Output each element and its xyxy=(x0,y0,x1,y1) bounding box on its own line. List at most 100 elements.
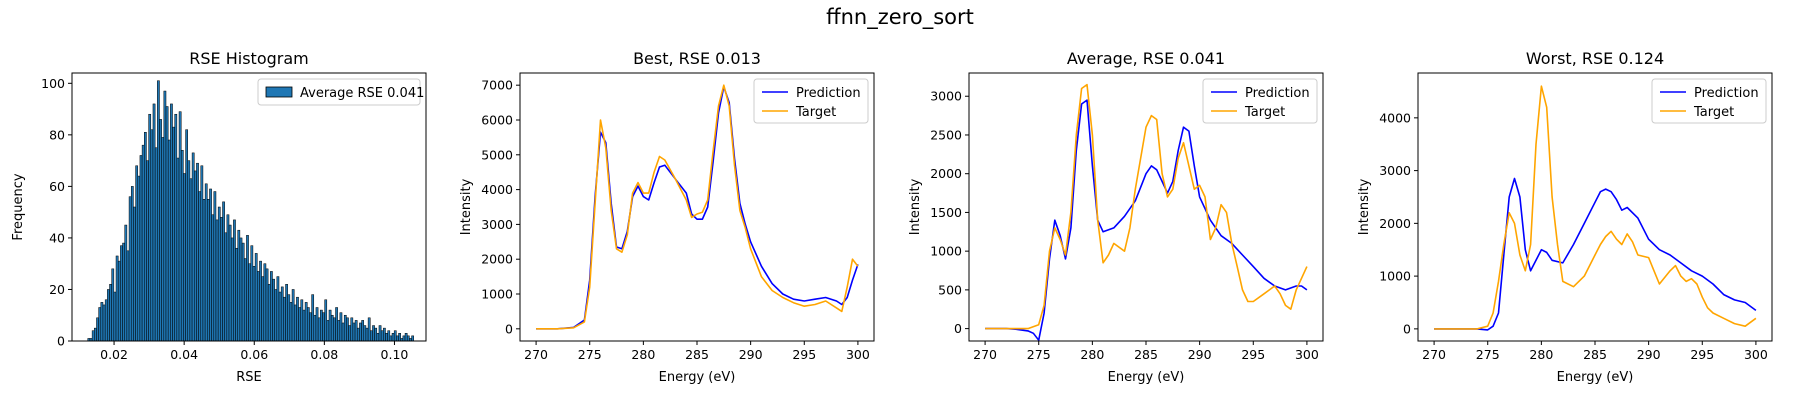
histogram-bar xyxy=(348,325,351,341)
legend-label: Prediction xyxy=(1694,86,1759,101)
histogram-bar xyxy=(307,307,310,341)
x-tick-label: 275 xyxy=(1027,347,1051,362)
axes-frame xyxy=(71,72,427,342)
legend-label: Average RSE 0.041 xyxy=(300,86,424,101)
plot-area xyxy=(536,84,859,330)
chart-title: RSE Histogram xyxy=(189,49,308,68)
histogram-bar xyxy=(224,232,228,341)
histogram-bar xyxy=(170,103,173,341)
histogram-bar xyxy=(393,330,397,341)
y-tick-label: 1000 xyxy=(481,287,513,302)
y-tick-label: 6000 xyxy=(481,112,513,127)
histogram-bar xyxy=(365,327,369,341)
histogram-bar xyxy=(115,255,119,341)
series-line-target xyxy=(536,84,859,330)
histogram-bar xyxy=(137,175,141,341)
y-tick-label: 4000 xyxy=(1379,110,1411,125)
histogram-bar xyxy=(383,327,386,341)
histogram-bar xyxy=(189,178,193,341)
x-tick-label: 0.08 xyxy=(310,347,338,362)
y-tick-label: 2000 xyxy=(1379,216,1411,231)
histogram-bar xyxy=(280,286,284,341)
y-tick-label: 4000 xyxy=(481,182,513,197)
histogram-bar xyxy=(311,294,315,341)
y-tick-label: 60 xyxy=(49,179,65,194)
figure-suptitle: ffnn_zero_sort xyxy=(826,5,974,30)
y-tick-label: 2500 xyxy=(930,127,962,142)
histogram-bar xyxy=(104,299,108,341)
histogram-bar xyxy=(165,106,169,341)
histogram-bar xyxy=(343,314,347,341)
histogram-bar xyxy=(380,330,384,341)
histogram-bar xyxy=(98,307,102,341)
histogram-bar xyxy=(352,322,356,341)
histogram-bar xyxy=(313,314,317,341)
histogram-bar xyxy=(272,278,275,341)
histogram-bar xyxy=(385,333,388,341)
histogram-bar xyxy=(328,309,332,341)
histogram-bar xyxy=(324,299,328,341)
y-tick-label: 40 xyxy=(49,230,65,245)
x-tick-label: 275 xyxy=(1476,347,1500,362)
x-tick-label: 0.10 xyxy=(381,347,409,362)
y-tick-label: 0 xyxy=(57,334,65,349)
histogram-bar xyxy=(191,152,195,341)
legend-label: Target xyxy=(1244,105,1285,120)
histogram-bar xyxy=(146,160,149,341)
histogram-bar xyxy=(350,317,354,341)
histogram-bar xyxy=(270,271,273,341)
histogram-bar xyxy=(330,314,334,341)
plot-area xyxy=(1434,85,1757,331)
histogram-bar xyxy=(404,333,408,341)
x-axis-label: Energy (eV) xyxy=(1108,370,1185,385)
legend-swatch xyxy=(265,86,293,98)
histogram-bar xyxy=(198,191,202,341)
histogram-bar xyxy=(152,103,156,341)
legend-box xyxy=(257,78,421,106)
y-tick-label: 2000 xyxy=(930,166,962,181)
histogram-bar xyxy=(141,144,145,341)
histogram-bar xyxy=(363,325,367,341)
y-tick-label: 1000 xyxy=(930,244,962,259)
histogram-bar xyxy=(213,191,217,341)
histogram-bar xyxy=(111,268,115,341)
x-tick-label: 0.02 xyxy=(100,347,128,362)
histogram-bar xyxy=(226,214,230,341)
histogram-bar xyxy=(239,237,243,341)
histogram-bar xyxy=(241,242,245,341)
y-axis-label: Frequency xyxy=(11,173,26,240)
histogram-bar xyxy=(100,302,104,341)
histogram-bar xyxy=(167,139,171,341)
chart-title: Worst, RSE 0.124 xyxy=(1526,49,1664,68)
histogram-bar xyxy=(150,129,154,341)
histogram-bar xyxy=(161,137,165,341)
x-tick-label: 285 xyxy=(685,347,709,362)
histogram-bar xyxy=(257,271,260,341)
y-tick-label: 80 xyxy=(49,127,65,142)
y-tick-label: 500 xyxy=(938,282,962,297)
x-tick-label: 0.06 xyxy=(240,347,268,362)
histogram-bar xyxy=(398,333,401,341)
legend-label: Prediction xyxy=(796,86,861,101)
histogram-bar xyxy=(339,312,343,341)
histogram-bar xyxy=(289,302,293,341)
histogram-bar xyxy=(217,206,221,341)
legend: Average RSE 0.041 xyxy=(257,78,424,106)
histogram-bar xyxy=(211,214,215,341)
histogram-bar xyxy=(144,132,147,341)
x-tick-label: 300 xyxy=(1744,347,1768,362)
y-tick-label: 5000 xyxy=(481,147,513,162)
histogram-bar xyxy=(220,217,223,341)
x-tick-label: 300 xyxy=(1295,347,1319,362)
histogram-bar xyxy=(128,196,132,341)
x-tick-label: 270 xyxy=(524,347,548,362)
histogram-bar xyxy=(243,258,247,341)
histogram-bar xyxy=(109,284,112,341)
histogram-bar xyxy=(337,320,341,341)
x-tick-label: 295 xyxy=(1241,347,1265,362)
histogram-bar xyxy=(291,289,295,341)
histogram-bar xyxy=(174,113,178,341)
legend-box xyxy=(753,78,869,124)
histogram-bar xyxy=(250,245,254,341)
y-tick-label: 20 xyxy=(49,282,65,297)
